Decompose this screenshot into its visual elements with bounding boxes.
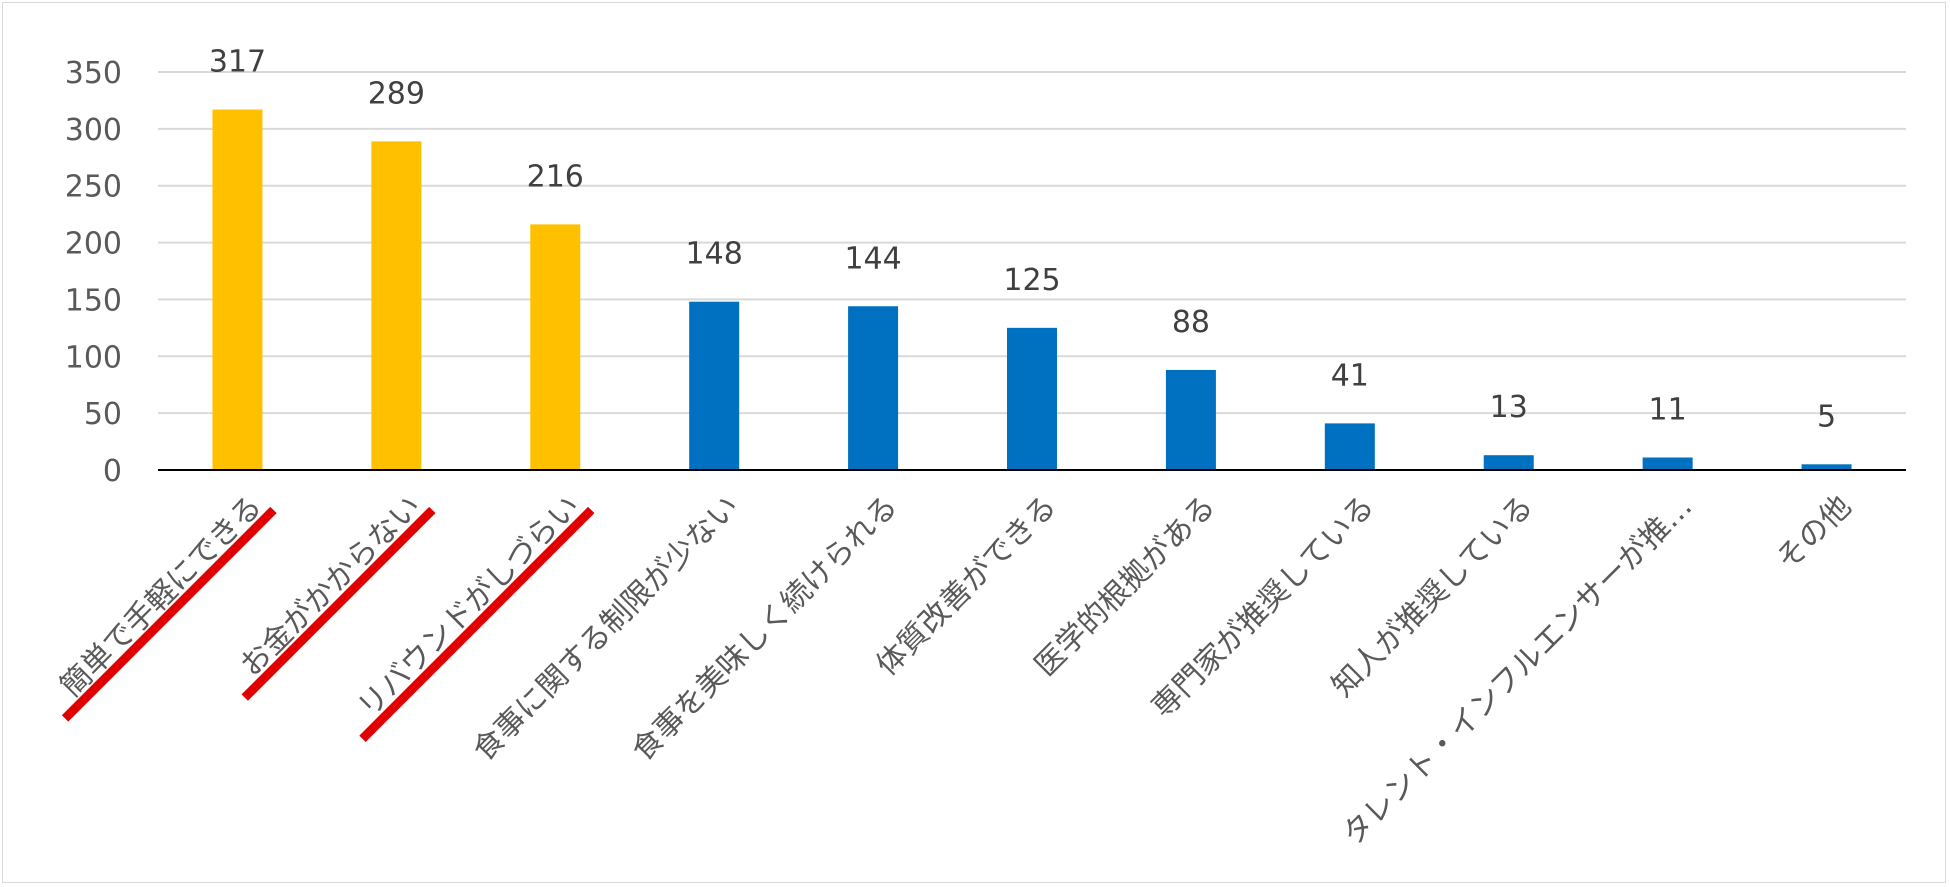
y-tick-label: 100: [65, 340, 122, 375]
data-label: 88: [1172, 305, 1210, 340]
category-label: タレント・インフルエンサーが推…: [1336, 489, 1700, 853]
data-label: 289: [368, 76, 425, 111]
bar: [371, 141, 422, 470]
y-tick-label: 50: [84, 397, 122, 432]
y-tick-label: 300: [65, 113, 122, 148]
data-label: 11: [1649, 392, 1687, 427]
y-tick-label: 350: [65, 56, 122, 91]
data-label: 216: [527, 159, 584, 194]
bar: [212, 109, 263, 471]
data-labels: 317 289 216 148 144 125 88 41 13 11 5: [209, 45, 1836, 435]
y-tick-label: 200: [65, 227, 122, 262]
category-label: 食事に関する制限が少ない: [467, 489, 746, 768]
y-tick-label: 250: [65, 170, 122, 205]
data-label: 5: [1817, 399, 1836, 434]
category-label: 簡単で手軽にできる: [54, 489, 269, 704]
bar: [1642, 457, 1693, 470]
highlight-underlines: [61, 506, 595, 742]
highlight-underline: [359, 506, 595, 742]
bars: [212, 109, 1852, 471]
bar: [1324, 423, 1375, 470]
bar: [848, 306, 899, 470]
y-axis-ticks: 0 50 100 150 200 250 300 350: [65, 56, 122, 489]
bar: [530, 224, 581, 470]
category-label: その他: [1770, 489, 1858, 577]
bar: [1801, 464, 1852, 470]
data-label: 317: [209, 45, 266, 80]
data-label: 144: [844, 241, 901, 276]
category-label: 食事を美味しく続けられる: [625, 489, 904, 768]
highlight-underline: [61, 506, 277, 722]
category-labels: 簡単で手軽にできるお金がかからないリバウンドがしづらい食事に関する制限が少ない食…: [54, 489, 1858, 853]
highlight-underline: [241, 506, 436, 701]
bar: [689, 301, 740, 470]
data-label: 13: [1490, 390, 1528, 425]
bar: [1483, 455, 1534, 470]
bar: [1007, 327, 1057, 470]
bar: [1165, 369, 1216, 470]
data-label: 41: [1331, 358, 1369, 393]
y-tick-label: 150: [65, 283, 122, 318]
gridlines: [158, 71, 1906, 415]
y-tick-label: 0: [103, 454, 122, 489]
data-label: 125: [1003, 263, 1060, 298]
data-label: 148: [686, 237, 743, 272]
